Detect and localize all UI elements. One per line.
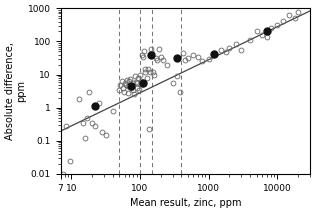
Y-axis label: Absolute difference,
ppm: Absolute difference, ppm <box>5 42 26 140</box>
X-axis label: Mean result, zinc, ppm: Mean result, zinc, ppm <box>129 198 241 208</box>
